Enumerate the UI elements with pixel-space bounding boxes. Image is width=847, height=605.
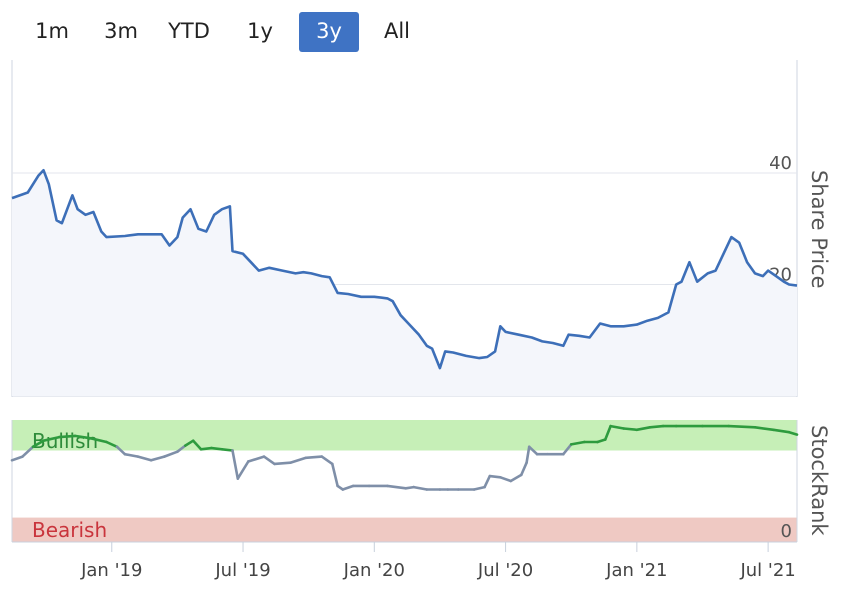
rank-series-segment <box>57 434 77 439</box>
rank-series-segment <box>488 474 502 479</box>
rank-series-segment <box>199 446 213 451</box>
rank-series-segment <box>149 455 166 462</box>
x-tick-label: Jan '19 <box>80 560 142 581</box>
price-series-line <box>11 168 798 370</box>
rank-series-segment <box>236 460 250 480</box>
rank-series-segment <box>609 424 626 430</box>
rank-series-segment <box>561 443 573 456</box>
range-button-ytd[interactable]: YTD <box>168 19 210 43</box>
range-button-3y[interactable]: 3y <box>299 12 359 52</box>
bearish-band <box>12 517 797 542</box>
rank-series-segment <box>10 455 24 462</box>
rank-series-segment <box>262 455 276 466</box>
rank-series-segment <box>519 461 528 477</box>
rank-series-segment <box>386 484 408 490</box>
rank-series-segment <box>527 445 539 456</box>
price-y-axis-title: Share Price <box>807 170 831 289</box>
rank-series-segment <box>341 484 355 491</box>
range-button-1y[interactable]: 1y <box>247 19 273 43</box>
bullish-band <box>12 420 797 451</box>
rank-series-segment <box>330 462 339 488</box>
rank-series-segment <box>136 455 153 462</box>
range-button-1m[interactable]: 1m <box>35 19 69 43</box>
rank-series-segment <box>73 434 93 440</box>
rank-y-axis-title: StockRank <box>807 425 831 536</box>
rank-series-segment <box>105 440 119 449</box>
rank-series-segment <box>21 445 35 458</box>
rank-series-segment <box>525 445 531 465</box>
rank-series-segment <box>727 424 757 429</box>
rank-series-segment <box>231 449 240 480</box>
rank-series-segment <box>596 438 607 444</box>
rank-series-segment <box>191 439 203 451</box>
rank-series-segment <box>635 425 652 432</box>
rank-series-segment <box>412 485 429 491</box>
rank-series-segment <box>753 425 775 432</box>
rank-series-segment <box>115 445 127 456</box>
rank-series-segment <box>288 456 308 465</box>
range-button-all[interactable]: All <box>383 19 411 43</box>
rank-series-segment <box>404 485 416 490</box>
x-tick-label: Jan '20 <box>343 560 405 581</box>
rank-series-segment <box>569 440 586 446</box>
rank-series-segment <box>184 439 195 447</box>
rank-y-tick-label: 0 <box>781 521 792 542</box>
rank-series-segment <box>304 455 324 460</box>
rank-series-segment <box>498 475 513 483</box>
x-tick-label: Jul '21 <box>739 560 795 581</box>
rank-series-segment <box>622 427 639 432</box>
x-tick-label: Jul '19 <box>214 560 270 581</box>
rank-series-segment <box>787 430 799 436</box>
rank-series-segment <box>603 424 612 441</box>
x-tick-label: Jul '20 <box>477 560 533 581</box>
rank-series-segment <box>176 444 187 454</box>
rank-series-segment <box>42 435 61 443</box>
rank-series-segment <box>772 428 791 434</box>
rank-series-segment <box>472 485 486 491</box>
rank-series-segment <box>89 436 108 444</box>
rank-series-segment <box>163 450 179 458</box>
price-area-fill <box>12 170 797 396</box>
price-y-tick-label: 40 <box>769 153 792 174</box>
rank-series-segment <box>483 474 492 489</box>
range-selector: 1m 3m YTD 1y 3y All <box>0 0 847 58</box>
rank-series-segment <box>123 452 140 458</box>
range-button-3m[interactable]: 3m <box>104 19 138 43</box>
rank-series-segment <box>320 455 334 466</box>
rank-series-segment <box>220 447 234 452</box>
x-tick-label: Jan '21 <box>605 560 667 581</box>
rank-series-segment <box>31 439 45 449</box>
bearish-band-label: Bearish <box>32 518 107 542</box>
rank-series-segment <box>210 446 224 451</box>
rank-series-segment <box>648 424 665 429</box>
rank-series-segment <box>509 473 523 483</box>
rank-series-segment <box>273 461 292 466</box>
rank-series-segment <box>247 455 266 463</box>
